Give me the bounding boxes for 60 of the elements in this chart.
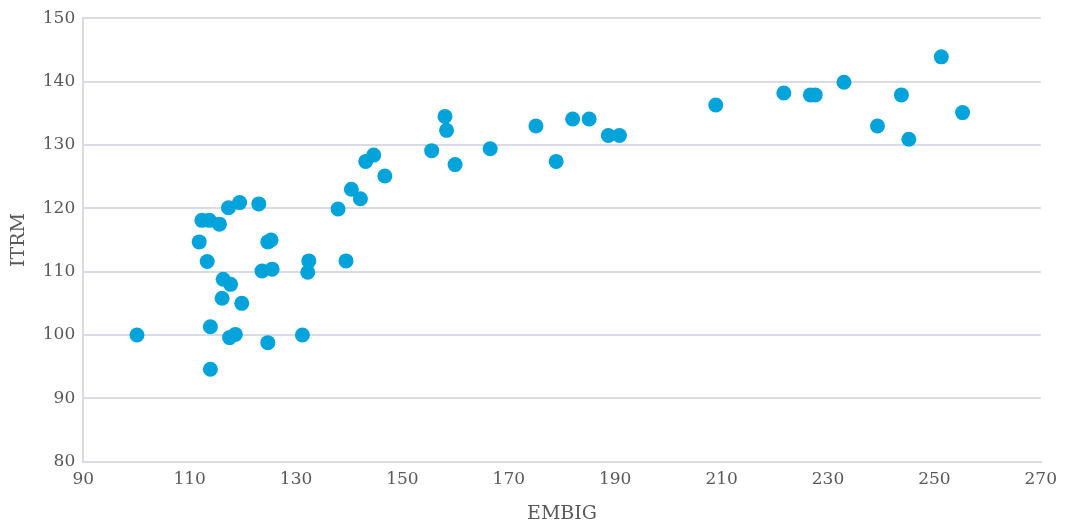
point: [199, 254, 215, 270]
y-tick-label: 80: [53, 450, 76, 471]
y-tick-label: 90: [53, 386, 76, 407]
x-tick-label: 90: [72, 468, 95, 489]
point: [377, 168, 393, 184]
x-tick-label: 230: [811, 468, 845, 489]
point: [708, 97, 724, 113]
point: [776, 85, 792, 101]
point: [439, 122, 455, 138]
x-tick-label: 210: [705, 468, 738, 489]
y-tick-label: 110: [42, 260, 76, 281]
point: [211, 216, 227, 232]
point: [836, 74, 852, 90]
x-tick-label: 150: [386, 468, 419, 489]
point: [581, 111, 597, 127]
point: [437, 108, 453, 124]
point: [893, 87, 909, 103]
x-tick-label: 170: [492, 468, 526, 489]
point: [294, 327, 310, 343]
point: [933, 49, 949, 65]
point: [352, 191, 368, 207]
point: [227, 326, 243, 342]
point: [234, 295, 250, 311]
y-tick-label: 140: [42, 69, 76, 90]
point: [129, 327, 145, 343]
point: [264, 261, 280, 277]
y-tick-label: 120: [42, 196, 76, 217]
point: [424, 143, 440, 159]
point: [343, 181, 359, 197]
x-tick-label: 270: [1024, 468, 1057, 489]
point: [214, 290, 230, 306]
point: [528, 118, 544, 134]
point: [251, 196, 267, 212]
point: [223, 276, 239, 292]
point: [955, 105, 971, 121]
x-tick-label: 130: [279, 468, 313, 489]
point: [869, 118, 885, 134]
point: [301, 253, 317, 269]
point: [202, 319, 218, 335]
y-tick-label: 130: [42, 133, 76, 154]
point: [338, 253, 354, 269]
y-tick-label: 100: [42, 323, 76, 344]
y-tick-label: 150: [42, 6, 76, 27]
x-tick-label: 250: [918, 468, 951, 489]
x-tick-label: 190: [598, 468, 632, 489]
x-tick-label: 110: [173, 468, 206, 489]
point: [232, 195, 248, 211]
point: [366, 147, 382, 163]
point: [191, 234, 207, 250]
point: [330, 201, 346, 217]
point: [482, 141, 498, 157]
point: [548, 153, 564, 169]
point: [611, 127, 627, 143]
x-axis-title: EMBIG: [527, 500, 597, 523]
point: [260, 335, 276, 351]
y-axis-title: ITRM: [6, 213, 29, 267]
point: [565, 111, 581, 127]
point: [901, 131, 917, 147]
point: [447, 157, 463, 173]
point: [202, 361, 218, 377]
